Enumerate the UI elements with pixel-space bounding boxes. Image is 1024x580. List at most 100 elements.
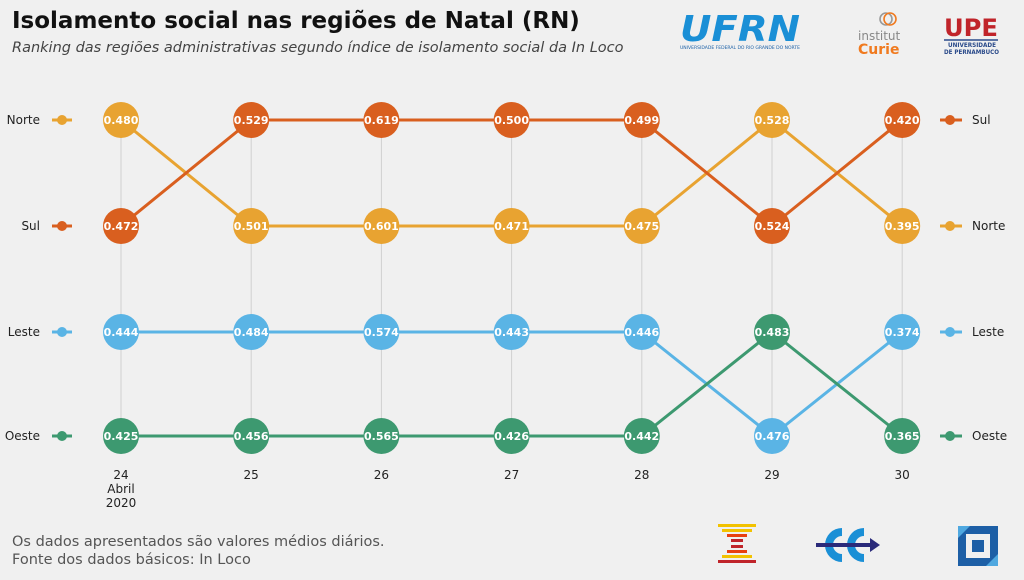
data-label: 0.524 xyxy=(755,220,790,233)
data-point xyxy=(754,418,790,454)
data-label: 0.395 xyxy=(885,220,920,233)
left-label: Leste xyxy=(8,325,40,339)
data-label: 0.374 xyxy=(885,326,920,339)
data-point xyxy=(754,208,790,244)
data-points: 0.480 0.501 0.601 0.471 0.475 0.528 0.395 0.472… xyxy=(103,102,921,454)
data-label: 0.456 xyxy=(234,430,269,443)
data-point xyxy=(623,418,660,454)
right-label-marker xyxy=(945,431,955,441)
data-point xyxy=(754,314,790,350)
data-label: 0.444 xyxy=(104,326,139,339)
data-point xyxy=(884,314,921,350)
data-point xyxy=(363,314,400,350)
x-tick-label: 30 xyxy=(895,468,910,482)
data-point xyxy=(363,102,400,138)
left-label-marker xyxy=(57,221,67,231)
data-label: 0.472 xyxy=(104,220,139,233)
data-point xyxy=(233,102,270,138)
right-label: Oeste xyxy=(972,429,1007,443)
ufrn-logo: UFRN UNIVERSIDADE FEDERAL DO RIO GRANDE … xyxy=(680,10,800,51)
data-label: 0.483 xyxy=(755,326,790,339)
footer-note: Os dados apresentados são valores médios… xyxy=(12,533,385,569)
data-point xyxy=(493,418,530,454)
footer-line-1: Os dados apresentados são valores médios… xyxy=(12,534,385,550)
data-point xyxy=(103,418,139,454)
x-tick-label: 28 xyxy=(634,468,649,482)
data-label: 0.471 xyxy=(494,220,529,233)
data-point xyxy=(103,102,139,138)
left-label-marker xyxy=(57,115,67,125)
right-label-marker xyxy=(945,327,955,337)
data-point xyxy=(623,102,660,138)
upe-logo: UPE UNIVERSIDADE DE PERNAMBUCO xyxy=(944,14,999,56)
institut-curie-logo: institut Curie xyxy=(858,12,901,56)
x-tick-label: 27 xyxy=(504,468,519,482)
data-label: 0.443 xyxy=(494,326,529,339)
data-label: 0.420 xyxy=(885,114,920,127)
data-point xyxy=(493,208,530,244)
curie-logo-line1: institut xyxy=(858,29,901,43)
right-label-marker xyxy=(945,115,955,125)
data-point xyxy=(884,102,921,138)
data-point xyxy=(233,314,270,350)
data-point xyxy=(623,208,660,244)
data-label: 0.365 xyxy=(885,430,920,443)
data-label: 0.446 xyxy=(624,326,659,339)
upe-logo-line1: UNIVERSIDADE xyxy=(948,41,996,49)
left-label: Norte xyxy=(7,113,40,127)
emblem-logo xyxy=(718,524,756,563)
data-label: 0.619 xyxy=(364,114,399,127)
chart-title: Isolamento social nas regiões de Natal (… xyxy=(12,8,580,34)
x-tick-sublabel: 2020 xyxy=(106,496,137,510)
x-tick-label: 26 xyxy=(374,468,389,482)
data-label: 0.426 xyxy=(494,430,529,443)
x-tick-label: 29 xyxy=(764,468,779,482)
data-point xyxy=(493,102,530,138)
left-label-marker xyxy=(57,327,67,337)
x-tick-sublabel: Abril xyxy=(107,482,134,496)
data-label: 0.500 xyxy=(494,114,529,127)
footer-line-2: Fonte dos dados básicos: In Loco xyxy=(12,552,251,568)
data-label: 0.475 xyxy=(624,220,659,233)
data-label: 0.442 xyxy=(624,430,659,443)
data-point xyxy=(363,418,400,454)
data-label: 0.574 xyxy=(364,326,399,339)
right-label: Norte xyxy=(972,219,1005,233)
data-label: 0.476 xyxy=(755,430,790,443)
data-label: 0.601 xyxy=(364,220,399,233)
data-label: 0.529 xyxy=(234,114,269,127)
data-point xyxy=(103,314,139,350)
data-point xyxy=(884,418,921,454)
right-label: Sul xyxy=(972,113,991,127)
x-tick-label: 25 xyxy=(244,468,259,482)
upe-logo-line2: DE PERNAMBUCO xyxy=(944,48,999,56)
data-point xyxy=(493,314,530,350)
square-emblem-logo xyxy=(958,526,998,566)
x-tick-label: 24 xyxy=(113,468,128,482)
right-label: Leste xyxy=(972,325,1004,339)
right-rank-labels: Sul Norte Leste Oeste xyxy=(940,113,1007,443)
upe-logo-text: UPE xyxy=(944,14,998,42)
data-point xyxy=(233,208,270,244)
left-label-marker xyxy=(57,431,67,441)
data-label: 0.484 xyxy=(234,326,269,339)
data-point xyxy=(754,102,790,138)
data-label: 0.501 xyxy=(234,220,269,233)
data-label: 0.565 xyxy=(364,430,399,443)
right-label-marker xyxy=(945,221,955,231)
data-label: 0.425 xyxy=(104,430,139,443)
data-label: 0.480 xyxy=(104,114,139,127)
data-point xyxy=(884,208,921,244)
left-rank-labels: Norte Sul Leste Oeste xyxy=(5,113,72,443)
data-point xyxy=(103,208,139,244)
vertical-gridlines xyxy=(120,120,903,436)
data-label: 0.528 xyxy=(755,114,790,127)
data-point xyxy=(363,208,400,244)
data-point xyxy=(233,418,270,454)
chart-subtitle: Ranking das regiões administrativas segu… xyxy=(12,40,624,56)
data-point xyxy=(623,314,660,350)
ufrn-logo-text: UFRN xyxy=(680,10,800,50)
cc-logo xyxy=(816,528,880,562)
data-label: 0.499 xyxy=(624,114,659,127)
